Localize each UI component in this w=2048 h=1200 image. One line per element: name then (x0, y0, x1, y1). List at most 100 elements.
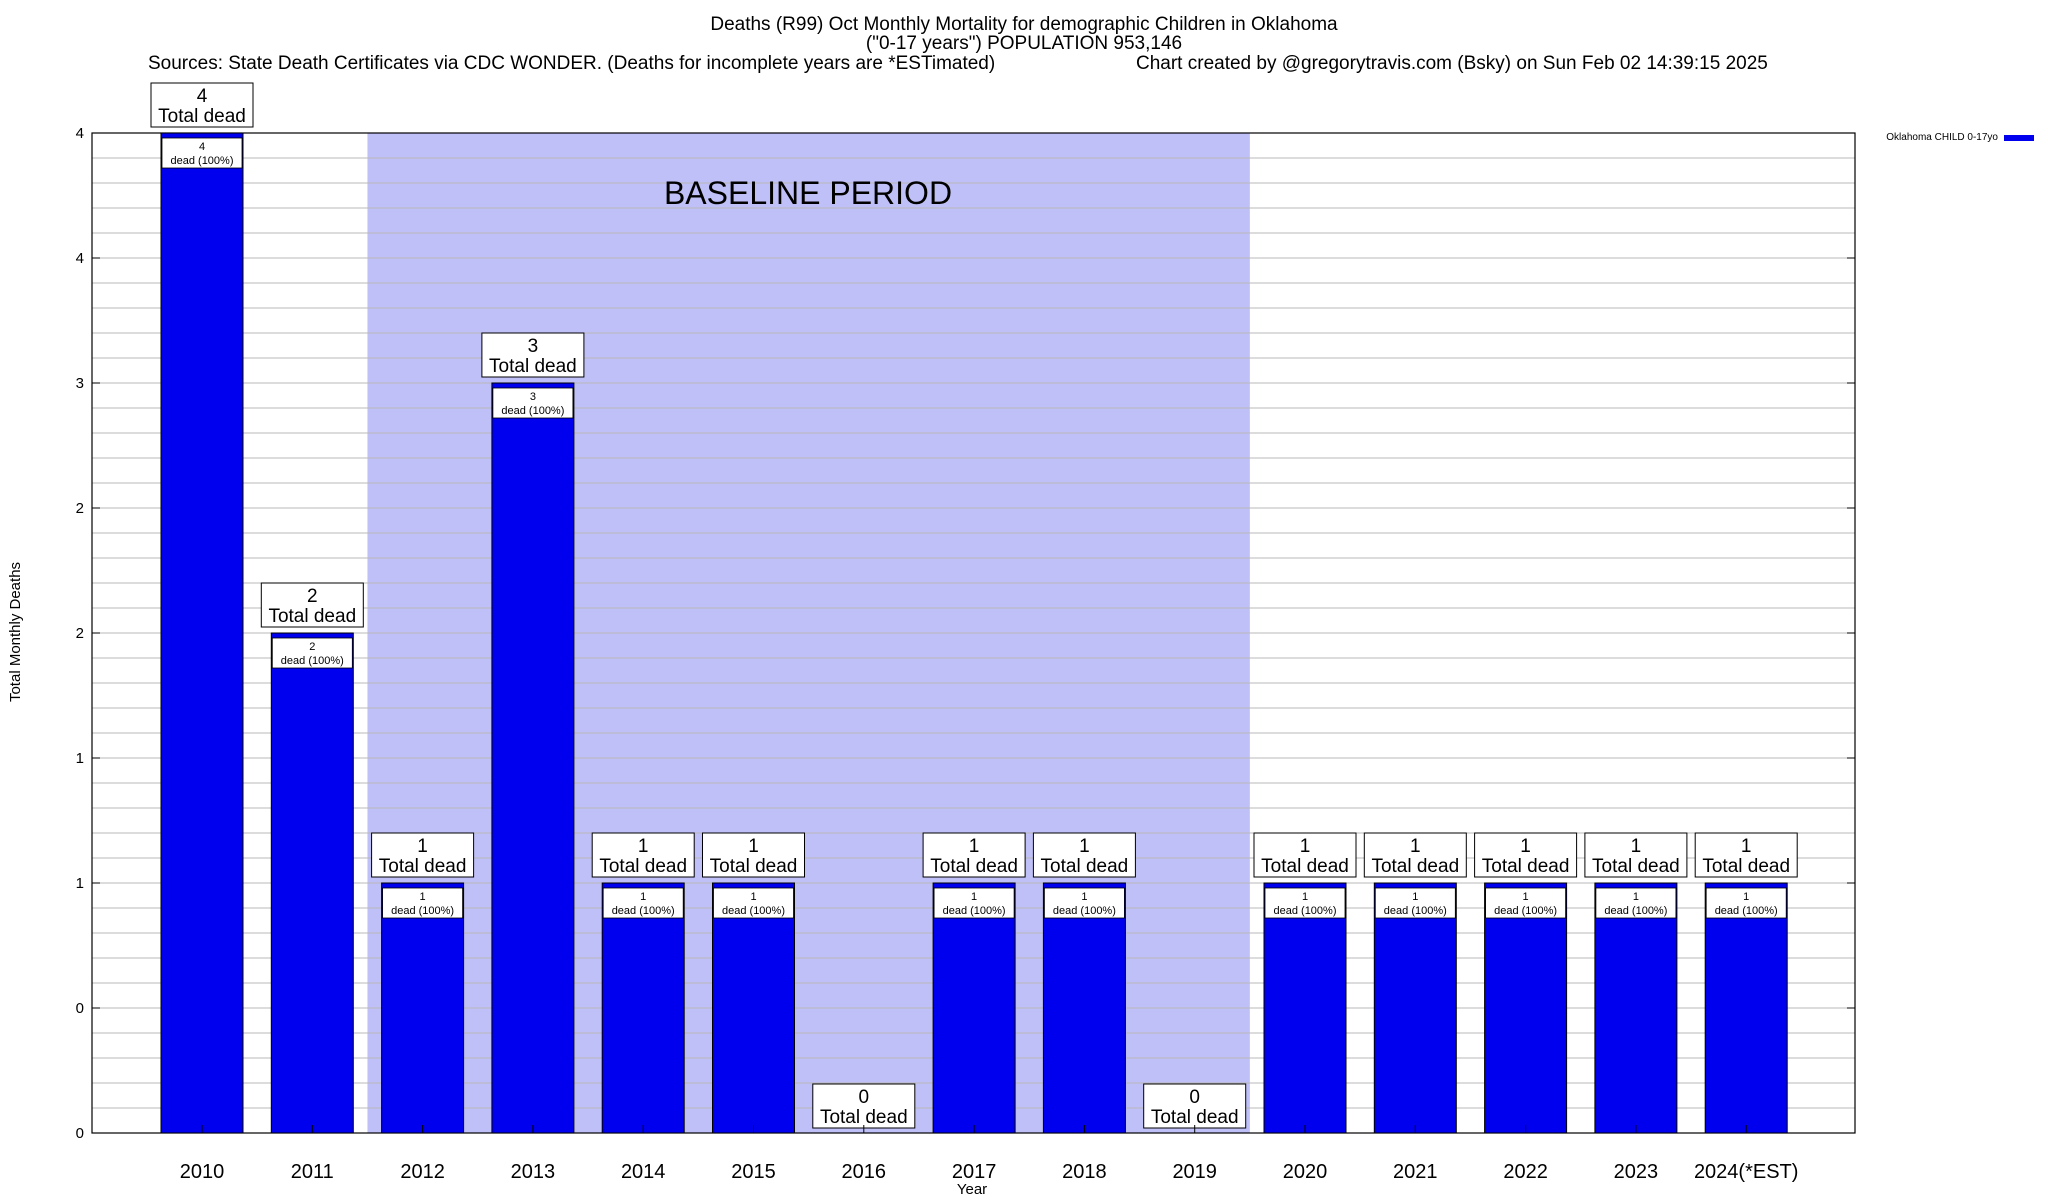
x-tick-label: 2016 (842, 1161, 887, 1183)
top-label-value: 0 (1189, 1087, 1200, 1108)
top-label-box (1143, 1083, 1247, 1129)
bar (160, 132, 244, 1134)
y-tick-label: 3 (76, 375, 84, 392)
top-label-value: 1 (638, 836, 649, 857)
inner-label-box (1705, 887, 1787, 919)
y-axis: 0 0 1 1 2 2 3 4 4 (76, 125, 1855, 1142)
y-tick-label: 1 (76, 750, 84, 767)
y-axis-title: Total Monthly Deaths (7, 562, 24, 702)
bar (601, 882, 685, 1134)
top-label-box (1253, 832, 1357, 878)
inner-label-value: 1 (640, 891, 646, 903)
sources-text: Sources: State Death Certificates via CD… (148, 53, 996, 74)
top-label-box (591, 832, 695, 878)
top-label-text: Total dead (489, 356, 577, 377)
inner-label-text: dead (100%) (171, 155, 234, 167)
inner-label-value: 1 (1523, 891, 1529, 903)
top-label-box (702, 832, 805, 878)
bar (712, 882, 795, 1134)
inner-label-box (602, 887, 684, 919)
top-label-text: Total dead (1702, 856, 1790, 877)
legend: Oklahoma CHILD 0-17yo (1886, 132, 2034, 143)
inner-label-box (713, 887, 794, 919)
bar (270, 632, 354, 1134)
inner-label-text: dead (100%) (1604, 905, 1667, 917)
inner-label-text: dead (100%) (1384, 905, 1447, 917)
inner-label-value: 1 (1633, 891, 1639, 903)
inner-label-value: 1 (420, 891, 426, 903)
top-label-value: 1 (1631, 836, 1642, 857)
y-tick-label: 0 (76, 1000, 84, 1017)
inner-label-value: 4 (199, 141, 205, 153)
top-label-value: 4 (197, 86, 208, 107)
bar (491, 382, 575, 1134)
legend-label: Oklahoma CHILD 0-17yo (1886, 132, 1998, 143)
top-label-value: 1 (1741, 836, 1752, 857)
inner-label-text: dead (100%) (391, 905, 454, 917)
inner-label-value: 1 (750, 891, 756, 903)
top-label-box (812, 1083, 916, 1129)
bar (1042, 882, 1126, 1134)
top-label-value: 1 (969, 836, 980, 857)
y-tick-label: 2 (76, 625, 84, 642)
top-label-text: Total dead (599, 856, 687, 877)
inner-label-value: 1 (1412, 891, 1418, 903)
top-label-box (1474, 832, 1578, 878)
inner-label-text: dead (100%) (1494, 905, 1557, 917)
top-label-value: 3 (528, 336, 539, 357)
bar (381, 882, 465, 1134)
top-label-text: Total dead (710, 856, 798, 877)
top-label-value: 1 (748, 836, 759, 857)
x-tick-label: 2015 (731, 1161, 776, 1183)
inner-label-value: 3 (530, 391, 536, 403)
inner-label-text: dead (100%) (281, 655, 344, 667)
top-label-text: Total dead (820, 1107, 908, 1128)
credit-text: Chart created by @gregorytravis.com (Bsk… (1136, 53, 1768, 74)
top-label-value: 1 (1079, 836, 1090, 857)
inner-label-box (161, 137, 243, 169)
x-tick-label: 2019 (1172, 1161, 1217, 1183)
y-tick-label: 4 (76, 250, 84, 267)
x-axis: 2010 2011 2012 2013 2014 2015 2016 2017 2018 2019… (180, 1125, 1799, 1183)
top-label-text: Total dead (1371, 856, 1459, 877)
top-label-text: Total dead (268, 606, 356, 627)
x-axis-title: Year (957, 1181, 987, 1198)
x-tick-label: 2010 (180, 1161, 225, 1183)
bar (1594, 882, 1678, 1134)
top-label-value: 0 (859, 1087, 870, 1108)
inner-label-box (1374, 887, 1456, 919)
x-tick-label: 2017 (952, 1161, 997, 1183)
x-tick-label: 2013 (511, 1161, 556, 1183)
y-tick-label: 2 (76, 500, 84, 517)
inner-label-box (382, 887, 464, 919)
inner-label-box (271, 637, 353, 669)
top-label-box (1584, 832, 1688, 878)
x-tick-label: 2020 (1283, 1161, 1328, 1183)
top-label-box (371, 832, 475, 878)
x-tick-label: 2012 (400, 1161, 445, 1183)
x-tick-label: 2023 (1614, 1161, 1659, 1183)
inner-label-text: dead (100%) (1274, 905, 1337, 917)
top-label-box (150, 82, 254, 128)
x-tick-label: 2024(*EST) (1694, 1161, 1799, 1183)
inner-label-box (1264, 887, 1346, 919)
x-tick-label: 2022 (1503, 1161, 1548, 1183)
baseline-period-label: BASELINE PERIOD (664, 175, 952, 211)
top-label-value: 1 (1300, 836, 1311, 857)
x-tick-label: 2011 (291, 1161, 334, 1183)
top-label-value: 1 (1520, 836, 1531, 857)
inner-label-box (1485, 887, 1566, 919)
y-tick-label: 0 (76, 1125, 84, 1142)
bar (1263, 882, 1347, 1134)
